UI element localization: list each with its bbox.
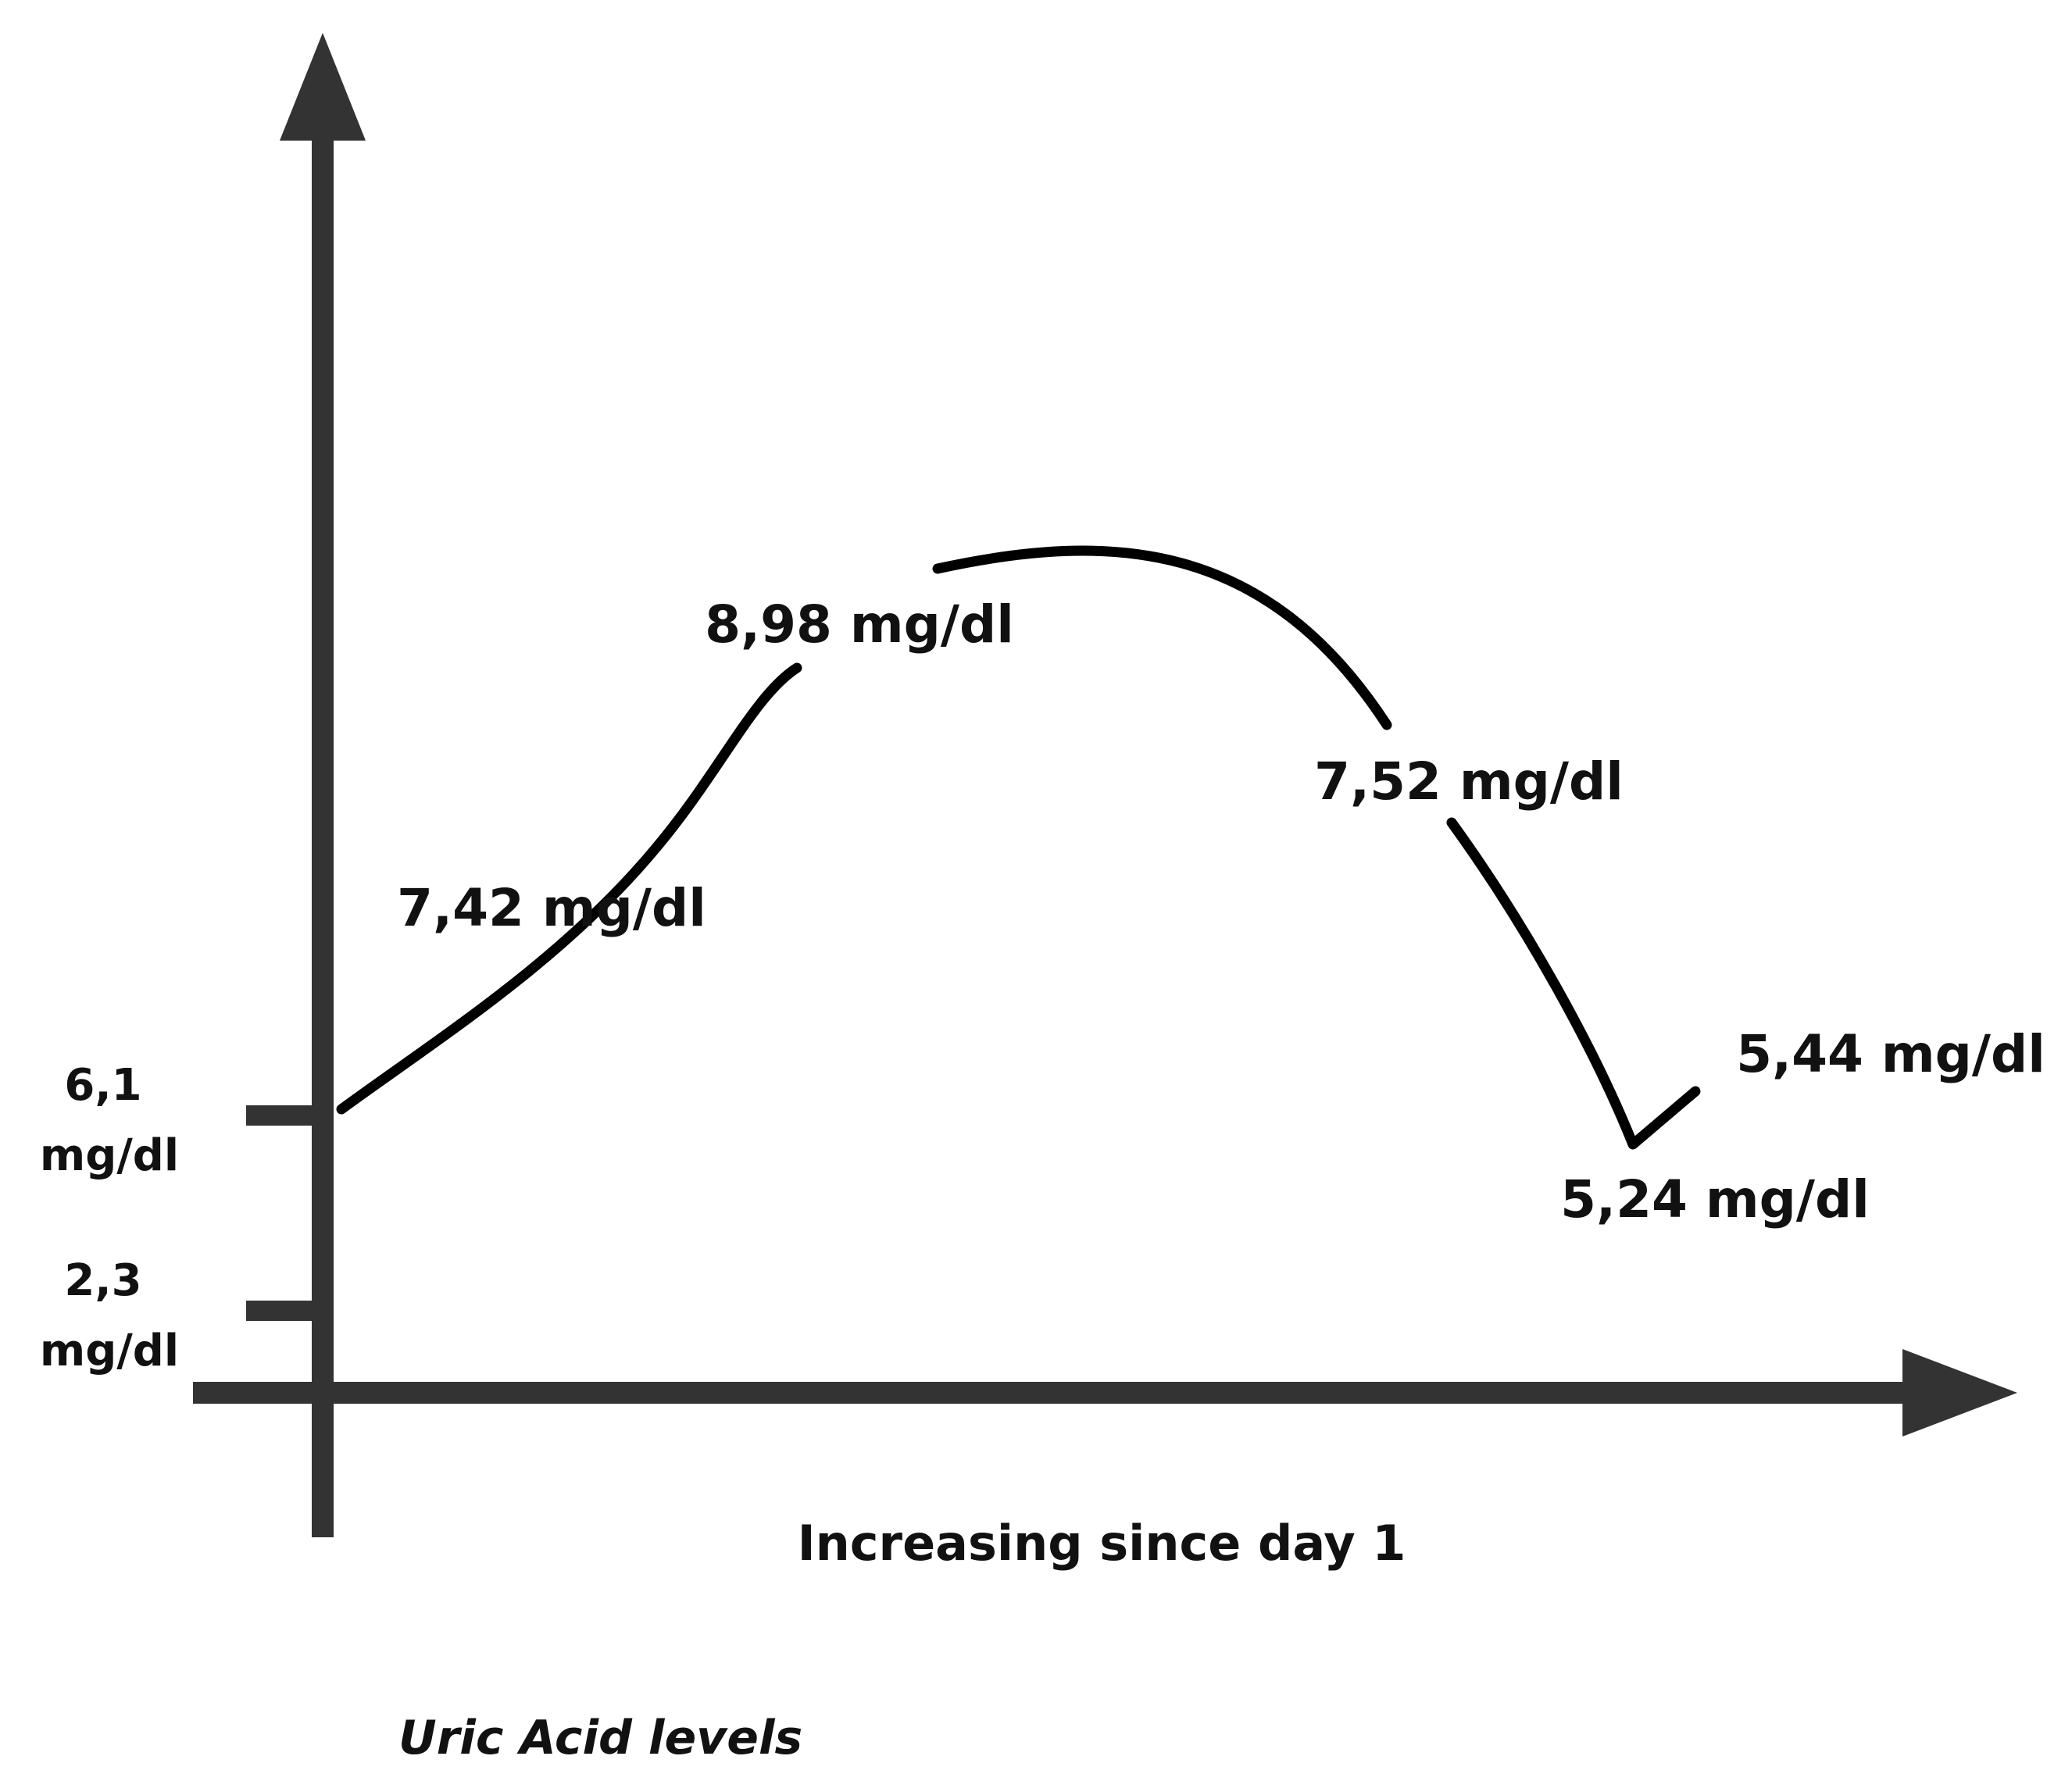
chart-caption: Uric Acid levels — [398, 1711, 802, 1765]
axes — [193, 33, 2017, 1537]
y-axis-arrow — [280, 33, 366, 141]
data-label: 8,98 mg/dl — [705, 594, 1014, 655]
series-line — [336, 545, 1701, 1150]
data-label: 7,52 mg/dl — [1314, 751, 1624, 812]
x-axis-arrow — [1902, 1349, 2017, 1437]
point-labels: 7,42 mg/dl 8,98 mg/dl 7,52 mg/dl 5,24 mg/dl… — [397, 594, 2045, 1230]
data-label: 5,44 mg/dl — [1736, 1024, 2045, 1084]
y-tick-label-unit: mg/dl — [40, 1326, 179, 1376]
y-tick-label-value: 6,1 — [64, 1060, 141, 1111]
series-line-group — [336, 545, 1701, 1150]
data-label: 7,42 mg/dl — [397, 878, 706, 938]
y-tick-label-unit: mg/dl — [40, 1130, 179, 1181]
y-tick-label-value: 2,3 — [64, 1255, 141, 1306]
data-label: 5,24 mg/dl — [1560, 1169, 1870, 1230]
x-axis-label: Increasing since day 1 — [798, 1515, 1406, 1572]
y-ticks: 6,1 mg/dl 2,3 mg/dl — [40, 1060, 323, 1376]
